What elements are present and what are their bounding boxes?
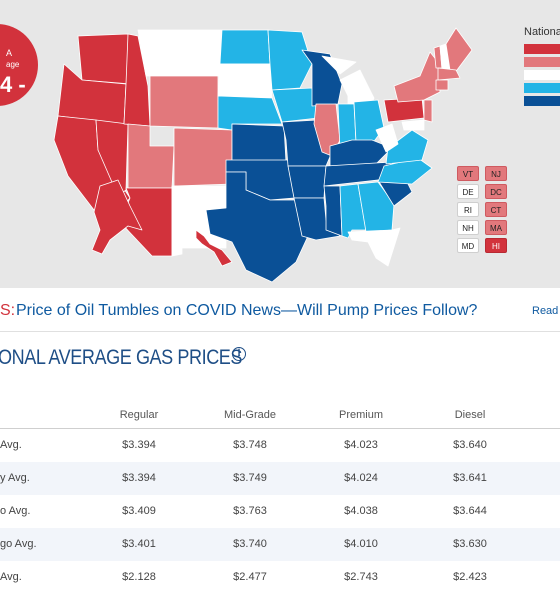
us-price-map[interactable] (0, 0, 560, 288)
legend-swatch (524, 70, 560, 80)
state-key-dc[interactable]: DC (485, 184, 507, 199)
state-key-ri[interactable]: RI (457, 202, 479, 217)
cell-premium: $2.743 (344, 571, 378, 583)
header-diesel: Diesel (454, 409, 486, 421)
state-oh (353, 99, 385, 145)
table-header: Regular Mid-Grade Premium Diesel (0, 398, 560, 429)
state-key-md[interactable]: MD (457, 238, 479, 253)
state-tx (205, 171, 309, 283)
state-fl (347, 227, 401, 267)
legend-swatch (524, 44, 560, 54)
state-md (401, 119, 425, 131)
header-mid-grade: Mid-Grade (224, 409, 276, 421)
cell-premium: $4.010 (344, 538, 378, 550)
state-mt (137, 29, 223, 77)
cell-mid-grade: $3.763 (233, 505, 267, 517)
state-key-vt[interactable]: VT (457, 166, 479, 181)
cell-mid-grade: $3.740 (233, 538, 267, 550)
state-wy (149, 75, 219, 129)
cell-diesel: $3.644 (453, 505, 487, 517)
info-icon[interactable]: i (232, 347, 246, 361)
state-key-nh[interactable]: NH (457, 220, 479, 235)
state-key-nj[interactable]: NJ (485, 166, 507, 181)
state-key-ct[interactable]: CT (485, 202, 507, 217)
cell-regular: $2.128 (122, 571, 156, 583)
divider (0, 331, 560, 332)
row-label: go Avg. (0, 538, 37, 550)
news-headline-link[interactable]: Price of Oil Tumbles on COVID News—Will … (16, 302, 478, 319)
state-mi-up (321, 55, 357, 75)
state-ak (91, 179, 143, 255)
state-ma (437, 67, 461, 81)
table-row: Avg. $2.128 $2.477 $2.743 $2.423 (0, 561, 560, 594)
state-wa (77, 33, 131, 85)
state-nj (423, 99, 433, 123)
table-row: y Avg. $3.394 $3.749 $4.024 $3.641 (0, 462, 560, 495)
table-row: go Avg. $3.401 $3.740 $4.010 $3.630 (0, 528, 560, 561)
cell-diesel: $3.641 (453, 472, 487, 484)
legend-title: Nationa (524, 26, 560, 38)
price-map-panel: A age 4 - Nationa VT NJ DE DC RI CT NH MA MD HI (0, 0, 560, 288)
state-wv (375, 123, 399, 153)
cell-mid-grade: $3.749 (233, 472, 267, 484)
news-ticker: S: Price of Oil Tumbles on COVID News—Wi… (0, 302, 560, 324)
section-title: ONAL AVERAGE GAS PRICES (0, 346, 243, 369)
state-ny (393, 51, 441, 103)
legend-swatch (524, 96, 560, 106)
state-me (445, 27, 473, 75)
table-row: Avg. $3.394 $3.748 $4.023 $3.640 (0, 429, 560, 462)
state-hi (195, 229, 233, 267)
state-ms (323, 185, 343, 237)
state-co (173, 127, 233, 187)
badge-line-1: A (6, 48, 13, 58)
state-sd (217, 63, 273, 99)
state-key-de[interactable]: DE (457, 184, 479, 199)
state-va (385, 129, 429, 165)
state-ar (287, 165, 327, 199)
table-row: o Avg. $3.409 $3.763 $4.038 $3.644 (0, 495, 560, 528)
legend-swatch (524, 57, 560, 67)
badge-price: 4 - (0, 72, 26, 97)
state-ga (357, 181, 395, 233)
state-ks (231, 123, 287, 163)
cell-diesel: $3.640 (453, 439, 487, 451)
cell-regular: $3.409 (122, 505, 156, 517)
cell-premium: $4.023 (344, 439, 378, 451)
cell-regular: $3.394 (122, 472, 156, 484)
cell-premium: $4.024 (344, 472, 378, 484)
cell-diesel: $2.423 (453, 571, 487, 583)
legend-swatch (524, 83, 560, 93)
read-more-link[interactable]: Read (532, 305, 559, 317)
cell-premium: $4.038 (344, 505, 378, 517)
state-ut (127, 123, 175, 189)
state-key-ma[interactable]: MA (485, 220, 507, 235)
header-regular: Regular (119, 409, 159, 421)
state-mn (267, 29, 313, 91)
cell-diesel: $3.630 (453, 538, 487, 550)
state-ct (435, 79, 449, 91)
row-label: Avg. (0, 571, 22, 583)
news-prefix: S: (0, 302, 16, 319)
state-nd (219, 29, 271, 65)
state-key-hi[interactable]: HI (485, 238, 507, 253)
cell-mid-grade: $3.748 (233, 439, 267, 451)
row-label: o Avg. (0, 505, 31, 517)
row-label: y Avg. (0, 472, 30, 484)
cell-regular: $3.401 (122, 538, 156, 550)
gas-price-table: Regular Mid-Grade Premium Diesel Avg. $3… (0, 398, 560, 594)
cell-mid-grade: $2.477 (233, 571, 267, 583)
badge-line-2: age (6, 60, 20, 69)
header-premium: Premium (338, 409, 383, 421)
cell-regular: $3.394 (122, 439, 156, 451)
row-label: Avg. (0, 439, 22, 451)
